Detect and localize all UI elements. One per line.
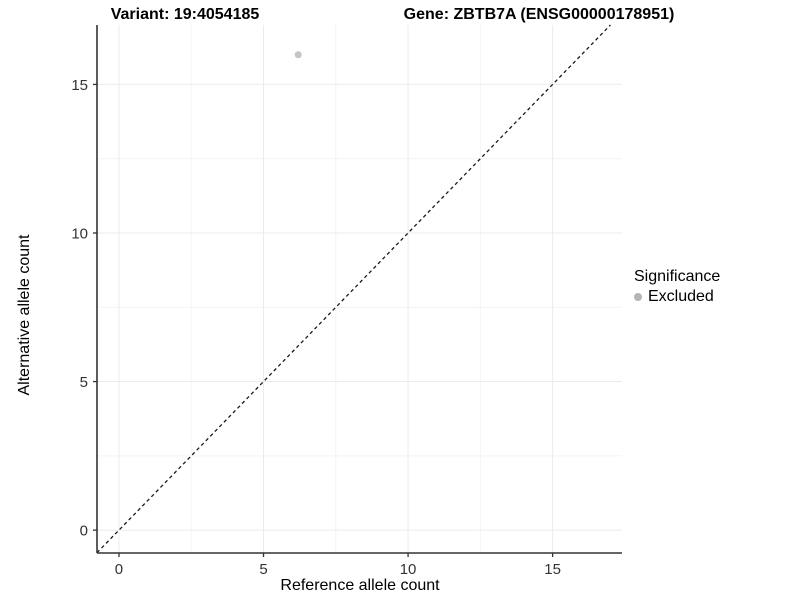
legend-entries: Excluded bbox=[634, 288, 720, 306]
legend-entry-label: Excluded bbox=[648, 288, 714, 305]
y-tick-label: 0 bbox=[80, 523, 88, 540]
legend-entry: Excluded bbox=[634, 288, 720, 306]
x-tick-label: 0 bbox=[115, 561, 123, 578]
plot-title-variant: Variant: 19:4054185 bbox=[110, 6, 260, 23]
y-tick-label: 5 bbox=[80, 374, 88, 391]
y-tick-label: 10 bbox=[71, 225, 88, 242]
x-tick-label: 5 bbox=[259, 561, 267, 578]
legend-point-icon bbox=[634, 293, 642, 301]
x-tick-label: 15 bbox=[544, 561, 561, 578]
x-tick-label: 10 bbox=[400, 561, 417, 578]
y-tick-label: 15 bbox=[71, 77, 88, 94]
legend-title: Significance bbox=[634, 268, 721, 285]
identity-line bbox=[96, 24, 611, 554]
plot-title-gene: Gene: ZBTB7A (ENSG00000178951) bbox=[403, 6, 675, 23]
x-axis-label: Reference allele count bbox=[280, 577, 440, 594]
legend: Significance Excluded bbox=[634, 268, 720, 306]
data-point bbox=[294, 51, 302, 59]
